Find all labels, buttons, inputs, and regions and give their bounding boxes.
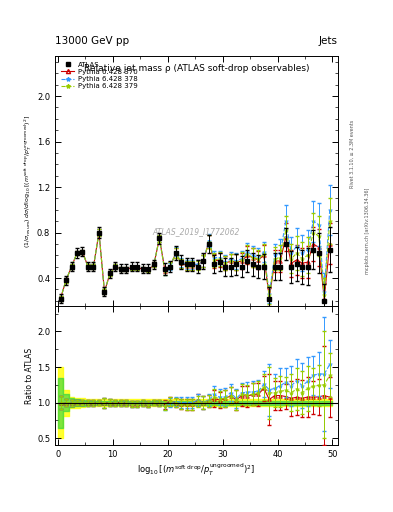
Text: Rivet 3.1.10, ≥ 2.3M events: Rivet 3.1.10, ≥ 2.3M events [350,119,355,188]
Text: ATLAS_2019_I1772062: ATLAS_2019_I1772062 [153,227,240,236]
Text: 13000 GeV pp: 13000 GeV pp [55,36,129,46]
Y-axis label: $(1/\sigma_{\rm resum})$ $d\sigma/d\log_{10}[(m^{\rm soft\ drop}/p_T^{\rm ungroo: $(1/\sigma_{\rm resum})$ $d\sigma/d\log_… [23,115,34,248]
Text: mcplots.cern.ch [arXiv:1306.34.36]: mcplots.cern.ch [arXiv:1306.34.36] [365,187,371,273]
Text: Jets: Jets [319,36,338,46]
Y-axis label: Ratio to ATLAS: Ratio to ATLAS [25,348,34,404]
Legend: ATLAS, Pythia 6.428 370, Pythia 6.428 378, Pythia 6.428 379: ATLAS, Pythia 6.428 370, Pythia 6.428 37… [59,60,140,91]
X-axis label: $\log_{10}[(m^{\rm soft\ drop}/p_T^{\rm ungroomed})^2]$: $\log_{10}[(m^{\rm soft\ drop}/p_T^{\rm … [138,462,255,478]
Text: Relative jet mass ρ (ATLAS soft-drop observables): Relative jet mass ρ (ATLAS soft-drop obs… [84,64,309,73]
